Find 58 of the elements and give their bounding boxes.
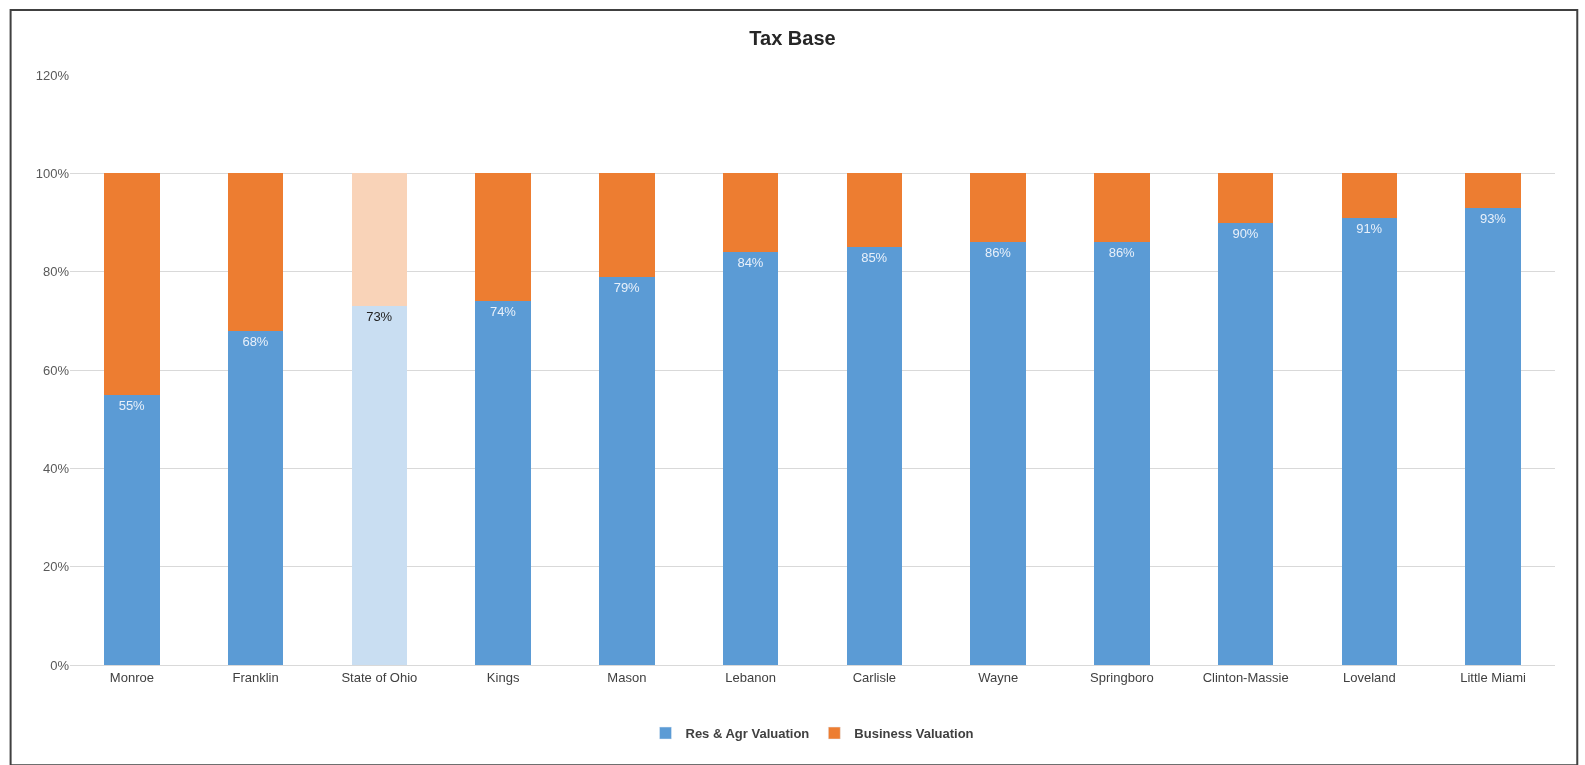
x-tick-label: Clinton-Massie xyxy=(1202,669,1289,685)
data-label: 86% xyxy=(984,245,1012,261)
legend-label: Res & Agr Valuation xyxy=(685,726,810,742)
x-tick-label: Mason xyxy=(607,669,647,685)
bar xyxy=(599,173,655,277)
bar xyxy=(970,242,1026,665)
bar xyxy=(722,252,779,665)
y-tick-label: 20% xyxy=(42,559,70,575)
x-tick-label: Loveland xyxy=(1342,669,1396,685)
chart-title: Tax Base xyxy=(749,26,836,49)
bar xyxy=(104,394,160,665)
data-label: 74% xyxy=(489,304,517,320)
bar xyxy=(846,247,903,665)
y-tick-label: 60% xyxy=(42,362,70,378)
x-tick-label: State of Ohio xyxy=(341,669,418,685)
x-tick-label: Springboro xyxy=(1090,669,1154,685)
x-tick-label: Little Miami xyxy=(1460,669,1527,685)
bar xyxy=(970,173,1026,243)
x-tick-label: Kings xyxy=(486,669,520,685)
data-label: 86% xyxy=(1108,245,1136,261)
data-label: 90% xyxy=(1232,225,1259,241)
y-tick-label: 0% xyxy=(50,657,70,673)
bar xyxy=(1341,173,1398,218)
x-tick-label: Lebanon xyxy=(725,669,776,685)
legend-label: Business Valuation xyxy=(854,726,974,742)
y-tick-label: 120% xyxy=(35,67,70,83)
y-tick-label: 100% xyxy=(35,165,70,181)
bar xyxy=(722,173,779,252)
bar xyxy=(227,173,284,331)
bar xyxy=(1341,217,1398,665)
bar xyxy=(1094,173,1150,243)
bar xyxy=(599,276,655,665)
data-label: 73% xyxy=(366,309,393,325)
bar xyxy=(475,173,531,302)
bar xyxy=(475,301,531,665)
bar xyxy=(351,306,408,665)
bar xyxy=(1217,173,1274,223)
data-label: 55% xyxy=(118,397,146,413)
bar xyxy=(104,173,160,395)
x-tick-label: Carlisle xyxy=(852,669,897,685)
bar xyxy=(1217,222,1274,665)
bar xyxy=(227,330,284,665)
x-tick-label: Franklin xyxy=(232,669,279,685)
y-tick-label: 40% xyxy=(42,460,70,476)
y-tick-label: 80% xyxy=(42,264,70,280)
data-label: 93% xyxy=(1479,210,1507,226)
bar xyxy=(846,173,903,248)
data-label: 84% xyxy=(737,255,764,270)
x-tick-label: Monroe xyxy=(109,669,154,685)
bar xyxy=(1465,173,1521,208)
x-tick-label: Wayne xyxy=(978,669,1019,685)
data-label: 68% xyxy=(242,333,269,349)
data-label: 91% xyxy=(1356,220,1383,236)
bar xyxy=(1465,207,1521,665)
data-label: 85% xyxy=(861,250,888,266)
bar xyxy=(351,173,408,307)
data-label: 79% xyxy=(613,279,641,295)
bar xyxy=(1094,242,1150,665)
